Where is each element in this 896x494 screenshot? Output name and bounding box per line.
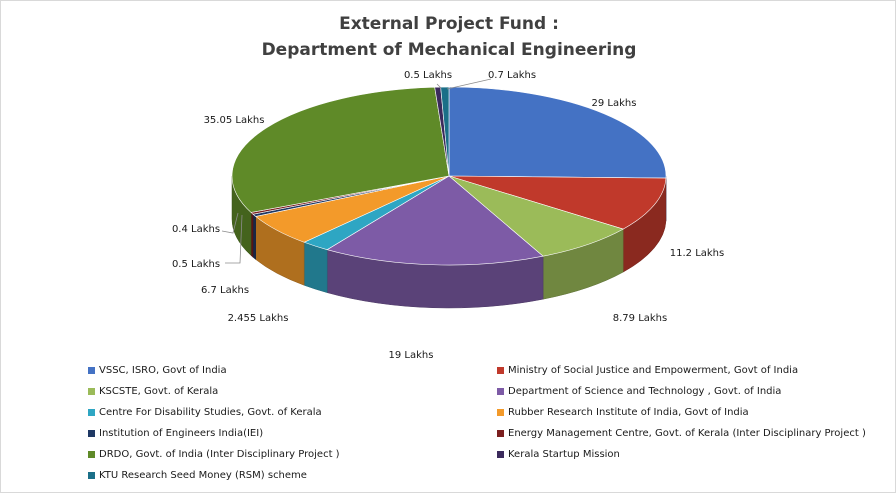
- legend-item-rubber-research-institute-of-india-govt-of-india[interactable]: Rubber Research Institute of India, Govt…: [497, 404, 749, 420]
- legend-item-kerala-startup-mission[interactable]: Kerala Startup Mission: [497, 446, 620, 462]
- data-label-ministry-of-social-justice-and-empowerment-govt-of-india: 11.2 Lakhs: [670, 248, 724, 259]
- pie-side-centre-for-disability-studies-govt-of-kerala: [304, 242, 327, 292]
- legend-item-ministry-of-social-justice-and-empowerment-govt-of-india[interactable]: Ministry of Social Justice and Empowerme…: [497, 362, 798, 378]
- legend-item-vssc-isro-govt-of-india[interactable]: VSSC, ISRO, Govt of India: [88, 362, 227, 378]
- data-label-vssc-isro-govt-of-india: 29 Lakhs: [592, 98, 637, 109]
- data-label-kscste-govt-of-kerala: 8.79 Lakhs: [613, 313, 667, 324]
- legend-swatch: [497, 430, 504, 437]
- legend-swatch: [88, 388, 95, 395]
- legend-label: Kerala Startup Mission: [508, 449, 620, 460]
- legend-label: Centre For Disability Studies, Govt. of …: [99, 407, 322, 418]
- legend-item-centre-for-disability-studies-govt-of-kerala[interactable]: Centre For Disability Studies, Govt. of …: [88, 404, 322, 420]
- data-label-rubber-research-institute-of-india-govt-of-india: 6.7 Lakhs: [201, 285, 249, 296]
- pie-side-institution-of-engineers-india-iei: [253, 214, 256, 259]
- legend-swatch: [497, 388, 504, 395]
- legend-label: VSSC, ISRO, Govt of India: [99, 365, 227, 376]
- legend-label: Department of Science and Technology , G…: [508, 386, 781, 397]
- legend-swatch: [497, 451, 504, 458]
- legend-label: Ministry of Social Justice and Empowerme…: [508, 365, 798, 376]
- legend-label: Rubber Research Institute of India, Govt…: [508, 407, 749, 418]
- legend-item-energy-management-centre-govt-of-kerala-inter-disciplinary-project[interactable]: Energy Management Centre, Govt. of Keral…: [497, 425, 866, 441]
- data-label-energy-management-centre-govt-of-kerala-inter-disciplinary-project: 0.4 Lakhs: [172, 224, 220, 235]
- legend-label: Energy Management Centre, Govt. of Keral…: [508, 428, 866, 439]
- legend-swatch: [88, 472, 95, 479]
- chart-title-line1: External Project Fund :: [1, 11, 896, 37]
- legend-label: KTU Research Seed Money (RSM) scheme: [99, 470, 307, 481]
- chart-title: External Project Fund : Department of Me…: [1, 11, 896, 63]
- legend-item-drdo-govt-of-india-inter-disciplinary-project[interactable]: DRDO, Govt. of India (Inter Disciplinary…: [88, 446, 340, 462]
- legend-swatch: [88, 451, 95, 458]
- legend-label: KSCSTE, Govt. of Kerala: [99, 386, 218, 397]
- legend-label: Institution of Engineers India(IEI): [99, 428, 263, 439]
- data-label-centre-for-disability-studies-govt-of-kerala: 2.455 Lakhs: [228, 313, 289, 324]
- legend-label: DRDO, Govt. of India (Inter Disciplinary…: [99, 449, 340, 460]
- legend-item-kscste-govt-of-kerala[interactable]: KSCSTE, Govt. of Kerala: [88, 383, 218, 399]
- legend-swatch: [497, 409, 504, 416]
- data-label-institution-of-engineers-india-iei: 0.5 Lakhs: [172, 259, 220, 270]
- legend-swatch: [88, 409, 95, 416]
- legend-item-institution-of-engineers-india-iei[interactable]: Institution of Engineers India(IEI): [88, 425, 263, 441]
- data-label-drdo-govt-of-india-inter-disciplinary-project: 35.05 Lakhs: [204, 115, 265, 126]
- legend-swatch: [497, 367, 504, 374]
- data-label-department-of-science-and-technology-govt-of-india: 19 Lakhs: [389, 350, 434, 361]
- legend-item-department-of-science-and-technology-govt-of-india[interactable]: Department of Science and Technology , G…: [497, 383, 781, 399]
- chart-title-line2: Department of Mechanical Engineering: [1, 37, 896, 63]
- legend-swatch: [88, 430, 95, 437]
- legend-swatch: [88, 367, 95, 374]
- data-label-kerala-startup-mission: 0.5 Lakhs: [404, 70, 452, 81]
- data-label-ktu-research-seed-money-rsm-scheme: 0.7 Lakhs: [488, 70, 536, 81]
- legend-item-ktu-research-seed-money-rsm-scheme[interactable]: KTU Research Seed Money (RSM) scheme: [88, 467, 307, 483]
- pie-side-energy-management-centre-govt-of-kerala-inter-disciplinary-project: [251, 212, 253, 257]
